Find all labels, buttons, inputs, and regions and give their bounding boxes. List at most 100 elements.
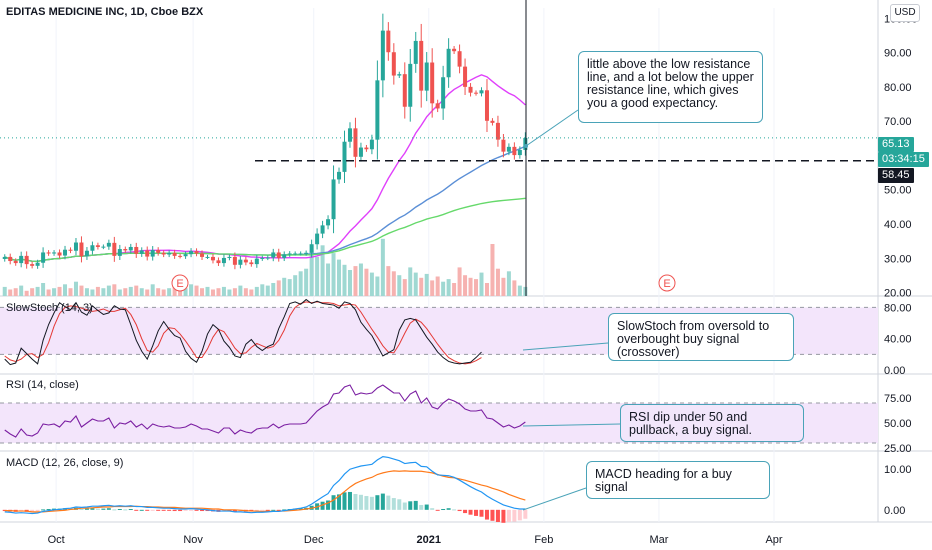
volume-bar <box>375 276 380 296</box>
candle-body <box>424 62 429 91</box>
price-axis-tick: 70.00 <box>884 116 912 128</box>
volume-bar <box>123 288 128 296</box>
macd-histogram-bar <box>517 509 522 521</box>
volume-bar <box>463 275 468 296</box>
candle-body <box>304 252 309 254</box>
volume-bar <box>364 268 369 296</box>
candle-body <box>46 252 51 254</box>
macd-histogram-bar <box>95 508 100 510</box>
macd-histogram-bar <box>364 496 369 510</box>
macd-line <box>4 456 526 515</box>
macd-annotation-pointer <box>522 487 587 511</box>
volume-bar <box>304 268 309 296</box>
rsi-axis-tick: 50.00 <box>884 418 912 430</box>
macd-histogram-bar <box>490 509 495 521</box>
volume-bar <box>35 286 40 296</box>
volume-bar <box>397 275 402 296</box>
candle-body <box>30 264 35 266</box>
volume-bar <box>386 266 391 296</box>
volume-bar <box>408 267 413 296</box>
countdown-tag: 03:34:15 <box>878 152 929 167</box>
macd-histogram-bar <box>221 509 226 512</box>
macd-histogram-bar <box>145 509 150 511</box>
volume-bar <box>479 272 484 296</box>
volume-bar <box>320 245 325 296</box>
support-price-tag: 58.45 <box>878 168 914 183</box>
candle-body <box>402 74 407 107</box>
price-axis-tick: 30.00 <box>884 253 912 265</box>
rsi-annotation[interactable]: RSI dip under 50 and pullback, a buy sig… <box>620 404 804 442</box>
price-axis-tick: 40.00 <box>884 219 912 231</box>
macd-histogram-bar <box>331 495 336 510</box>
candle-body <box>419 40 424 91</box>
volume-bar <box>63 284 68 296</box>
macd-histogram-bar <box>386 495 391 510</box>
candle-body <box>408 63 413 107</box>
candle-body <box>79 242 84 257</box>
volume-bar <box>79 285 84 296</box>
candle-body <box>145 250 150 257</box>
time-axis-label: Nov <box>183 534 203 546</box>
macd-histogram-bar <box>178 509 183 512</box>
volume-bar <box>200 288 205 296</box>
volume-bar <box>331 253 336 296</box>
candle-body <box>358 147 363 157</box>
volume-bar <box>178 289 183 296</box>
earnings-marker-label: E <box>176 278 183 290</box>
candle-body <box>238 259 243 265</box>
currency-button[interactable]: USD <box>890 4 920 22</box>
candle-body <box>227 256 232 258</box>
volume-bar <box>501 277 506 296</box>
pointer-dot <box>524 144 528 148</box>
stoch-annotation-pointer <box>522 342 609 351</box>
volume-bar <box>298 271 303 296</box>
candle-body <box>375 80 380 140</box>
volume-bar <box>309 250 314 296</box>
candle-body <box>24 255 29 265</box>
volume-bar <box>315 257 320 296</box>
macd-histogram-bar <box>101 508 106 510</box>
volume-bar <box>474 279 479 296</box>
candle-body <box>265 257 270 259</box>
macd-histogram-bar <box>30 509 35 512</box>
macd-histogram-bar <box>441 509 446 511</box>
candle-body <box>523 137 528 150</box>
macd-histogram-bar <box>408 501 413 510</box>
candle-body <box>150 250 155 257</box>
macd-annotation[interactable]: MACD heading for a buy signal <box>586 461 770 499</box>
macd-signal-line <box>4 470 526 513</box>
macd-histogram-bar <box>90 508 95 510</box>
candle-body <box>112 242 117 256</box>
macd-histogram-bar <box>139 509 144 511</box>
candle-body <box>128 246 133 251</box>
candle-body <box>221 257 226 264</box>
macd-histogram-bar <box>419 504 424 510</box>
volume-bar <box>358 263 363 296</box>
candle-body <box>271 252 276 258</box>
macd-histogram-bar <box>347 491 352 510</box>
volume-bar <box>260 284 265 296</box>
macd-histogram-bar <box>326 500 331 510</box>
volume-bar <box>232 288 237 296</box>
candle-body <box>57 252 62 256</box>
stoch-d-line <box>4 301 482 365</box>
candle-body <box>106 242 111 247</box>
volume-bar <box>145 289 150 296</box>
price-annotation[interactable]: little above the low resistance line, an… <box>578 51 763 123</box>
rsi-line <box>4 384 526 438</box>
volume-bar <box>46 289 51 296</box>
price-axis-tick: 20.00 <box>884 288 912 300</box>
stoch-annotation[interactable]: SlowStoch from oversold to overbought bu… <box>608 313 794 361</box>
candle-body <box>90 245 95 251</box>
candle-body <box>41 252 46 263</box>
volume-bar <box>8 289 13 296</box>
volume-bar <box>293 275 298 296</box>
volume-bar <box>112 284 117 296</box>
macd-histogram-bar <box>128 509 133 511</box>
volume-bar <box>249 289 254 296</box>
candle-body <box>243 259 248 263</box>
macd-histogram-bar <box>413 500 418 510</box>
volume-bar <box>156 288 161 296</box>
candle-body <box>391 52 396 76</box>
